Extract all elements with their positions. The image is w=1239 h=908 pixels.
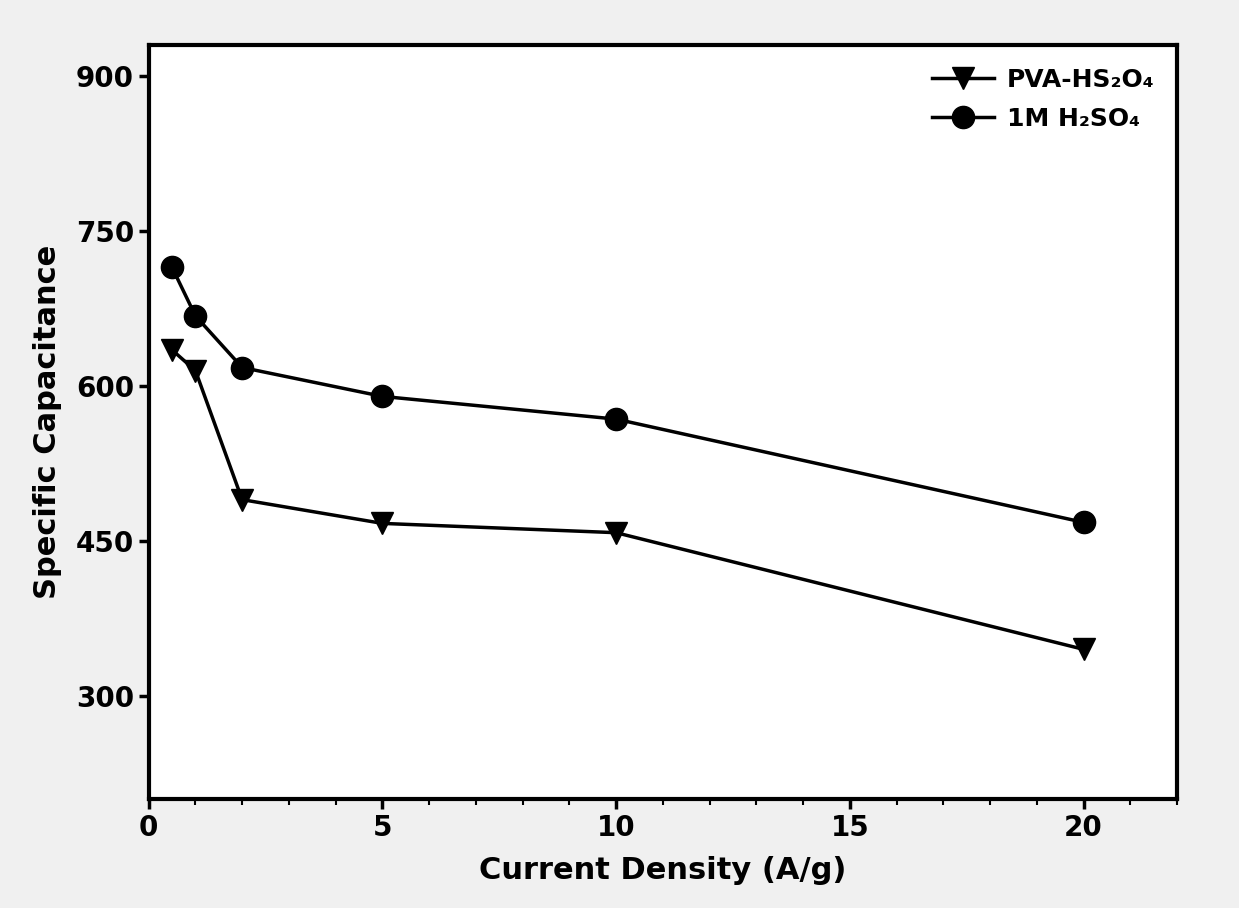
- PVA-HS₂O₄: [375, 518, 390, 528]
- 1M H₂SO₄: [1077, 517, 1092, 528]
- PVA-HS₂O₄: [188, 365, 203, 376]
- PVA-HS₂O₄: [608, 528, 623, 538]
- 1M H₂SO₄: [234, 362, 249, 373]
- PVA-HS₂O₄: [165, 344, 180, 355]
- 1M H₂SO₄: [608, 414, 623, 425]
- Line: 1M H₂SO₄: 1M H₂SO₄: [161, 256, 1095, 534]
- 1M H₂SO₄: [165, 262, 180, 272]
- X-axis label: Current Density (A/g): Current Density (A/g): [479, 855, 846, 884]
- 1M H₂SO₄: [188, 311, 203, 321]
- Line: PVA-HS₂O₄: PVA-HS₂O₄: [161, 339, 1095, 660]
- PVA-HS₂O₄: [234, 494, 249, 505]
- 1M H₂SO₄: [375, 391, 390, 402]
- PVA-HS₂O₄: [1077, 644, 1092, 655]
- Y-axis label: Specific Capacitance: Specific Capacitance: [33, 245, 62, 599]
- Legend: PVA-HS₂O₄, 1M H₂SO₄: PVA-HS₂O₄, 1M H₂SO₄: [922, 58, 1165, 141]
